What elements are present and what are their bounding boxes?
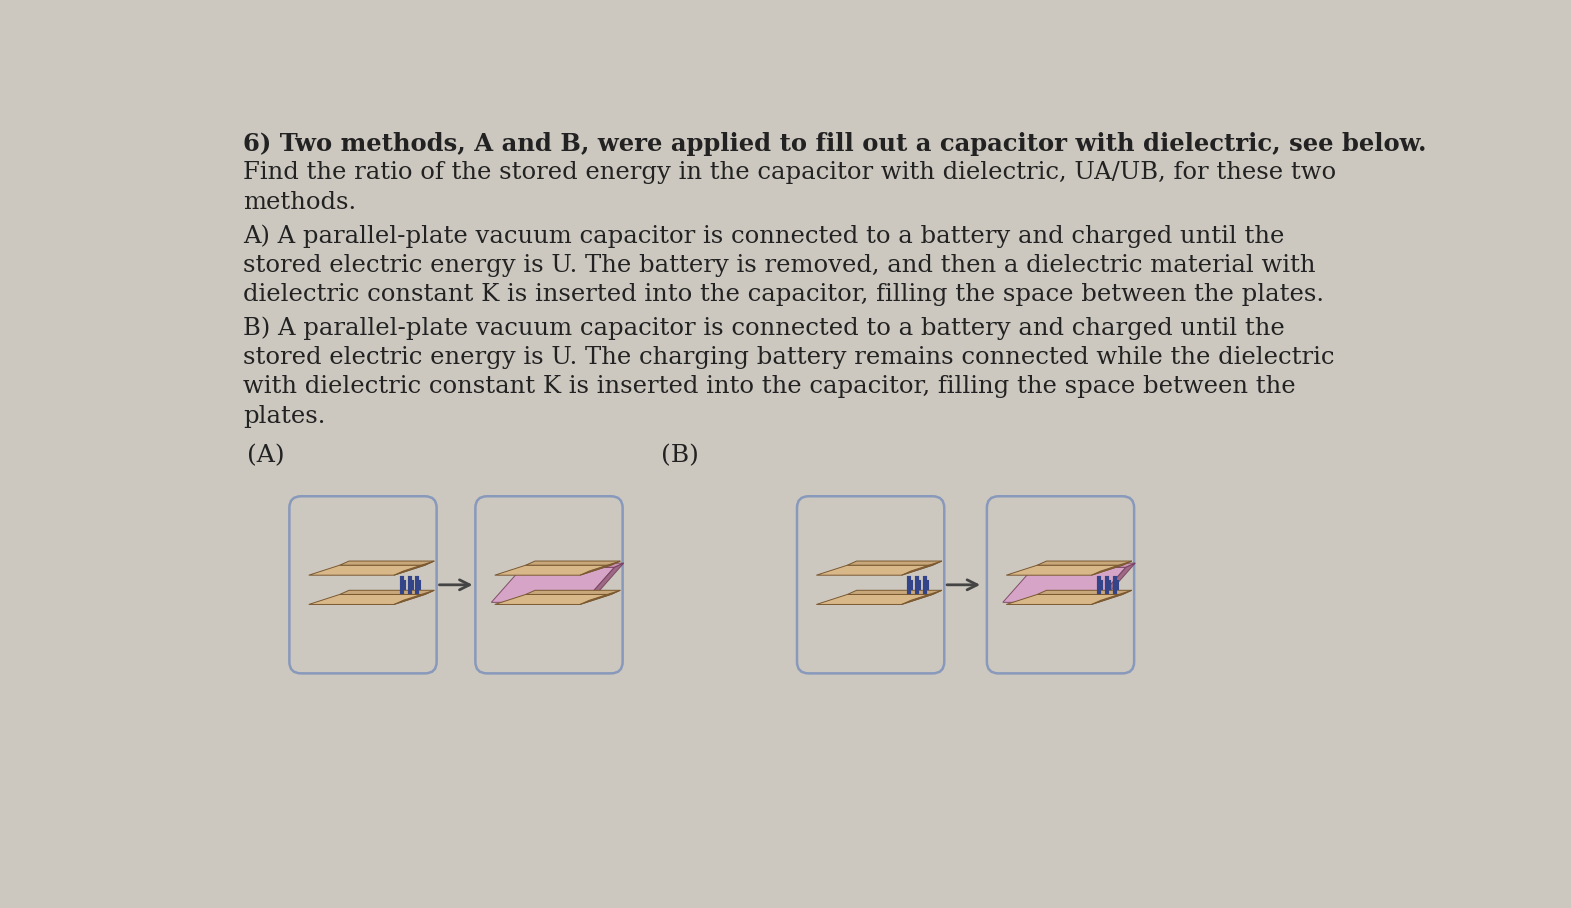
Polygon shape — [495, 565, 611, 575]
Text: 6) Two methods, A and B, were applied to fill out a capacitor with dielectric, s: 6) Two methods, A and B, were applied to… — [244, 132, 1426, 156]
Polygon shape — [492, 568, 614, 602]
Polygon shape — [1007, 595, 1123, 605]
Polygon shape — [309, 595, 426, 605]
Text: (B): (B) — [661, 445, 699, 468]
Text: Find the ratio of the stored energy in the capacitor with dielectric, UA/UB, for: Find the ratio of the stored energy in t… — [244, 162, 1335, 184]
Polygon shape — [583, 563, 624, 602]
Polygon shape — [1092, 561, 1131, 575]
Text: methods.: methods. — [244, 191, 357, 213]
Polygon shape — [580, 590, 621, 605]
Polygon shape — [339, 561, 434, 565]
Polygon shape — [1037, 590, 1131, 595]
Text: with dielectric constant K is inserted into the capacitor, filling the space bet: with dielectric constant K is inserted i… — [244, 375, 1296, 399]
Polygon shape — [495, 595, 611, 605]
Polygon shape — [309, 565, 426, 575]
Text: stored electric energy is U. The battery is removed, and then a dielectric mater: stored electric energy is U. The battery… — [244, 253, 1315, 277]
Polygon shape — [339, 590, 434, 595]
Polygon shape — [1002, 568, 1126, 602]
Text: stored electric energy is U. The charging battery remains connected while the di: stored electric energy is U. The chargin… — [244, 346, 1334, 370]
Polygon shape — [394, 590, 434, 605]
Polygon shape — [580, 561, 621, 575]
Polygon shape — [1034, 563, 1136, 568]
Polygon shape — [526, 561, 621, 565]
Polygon shape — [526, 590, 621, 595]
Polygon shape — [847, 590, 943, 595]
Text: (A): (A) — [247, 445, 284, 468]
Polygon shape — [522, 563, 624, 568]
Polygon shape — [1092, 590, 1131, 605]
Text: dielectric constant K is inserted into the capacitor, filling the space between : dielectric constant K is inserted into t… — [244, 283, 1324, 306]
Polygon shape — [1095, 563, 1136, 602]
Polygon shape — [902, 590, 943, 605]
Polygon shape — [394, 561, 434, 575]
Polygon shape — [847, 561, 943, 565]
Polygon shape — [817, 565, 933, 575]
Text: B) A parallel-plate vacuum capacitor is connected to a battery and charged until: B) A parallel-plate vacuum capacitor is … — [244, 317, 1285, 340]
Polygon shape — [902, 561, 943, 575]
Polygon shape — [1007, 565, 1123, 575]
Polygon shape — [817, 595, 933, 605]
Polygon shape — [1037, 561, 1131, 565]
Text: plates.: plates. — [244, 405, 325, 428]
Text: A) A parallel-plate vacuum capacitor is connected to a battery and charged until: A) A parallel-plate vacuum capacitor is … — [244, 224, 1284, 248]
